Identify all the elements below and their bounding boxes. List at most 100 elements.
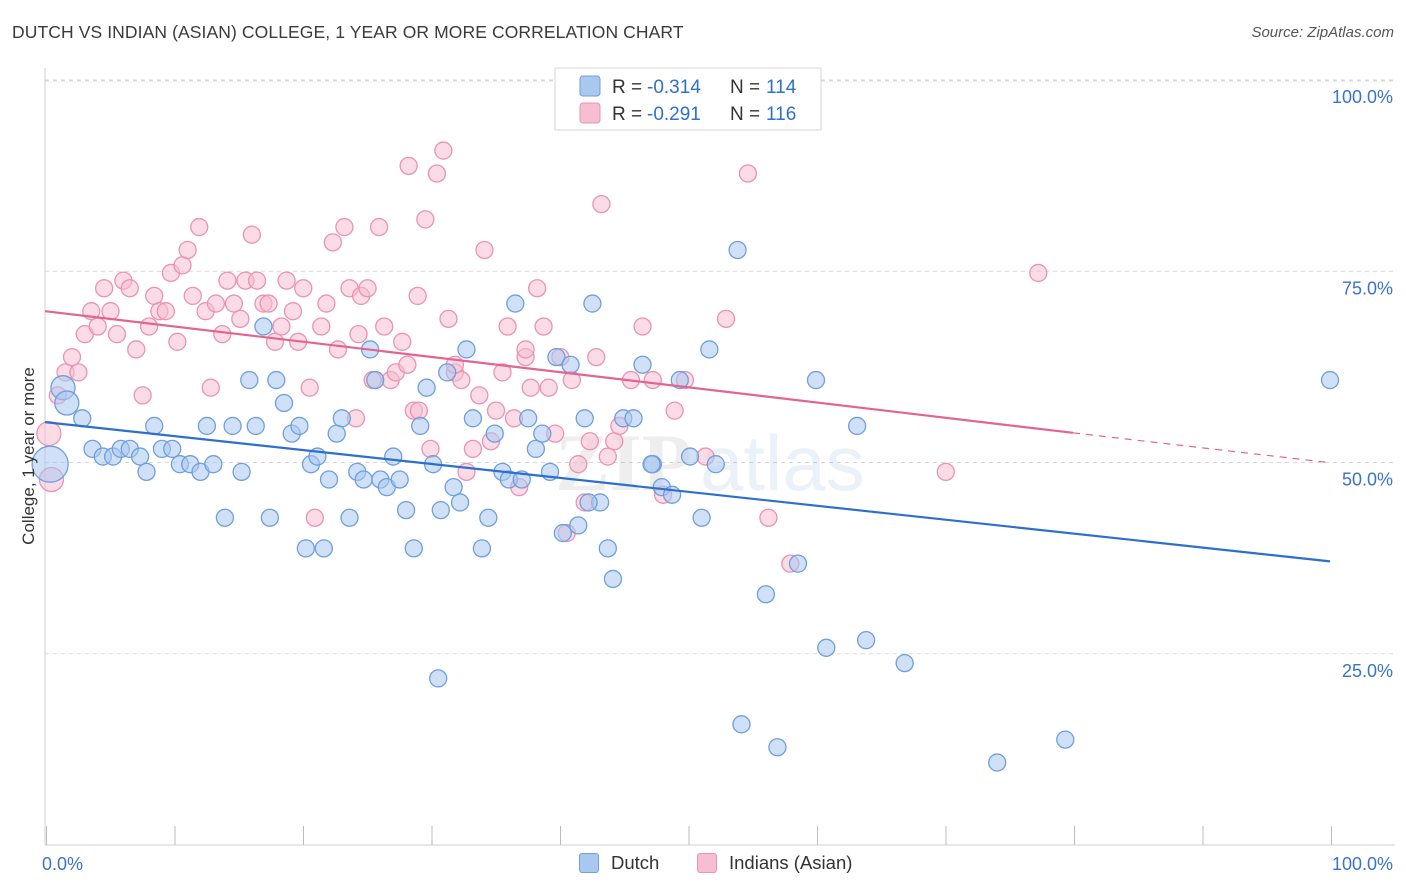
dutch-point xyxy=(438,363,457,382)
legend-item-dutch[interactable]: Dutch xyxy=(579,852,659,874)
indian-point xyxy=(283,302,303,321)
dutch-point xyxy=(204,455,223,474)
indian-point xyxy=(759,508,778,527)
indian-point xyxy=(452,370,471,390)
dutch-point xyxy=(54,390,80,416)
dutch-point xyxy=(354,470,373,489)
indian-point xyxy=(201,378,220,397)
indian-point xyxy=(587,347,606,367)
dutch-point xyxy=(223,416,242,436)
source-label: Source: ZipAtlas.com xyxy=(1251,24,1394,41)
dutch-point xyxy=(895,653,914,673)
dutch-point xyxy=(856,631,876,650)
dutch-point xyxy=(31,445,69,483)
dutch-point xyxy=(240,370,259,390)
legend-indian-r-label: R = xyxy=(612,104,642,125)
grid-lines xyxy=(45,79,1395,655)
series-dutch-points xyxy=(31,240,1340,772)
x-tick-label: 100.0% xyxy=(1332,854,1393,874)
indian-point xyxy=(375,317,394,336)
legend-dutch-r-label: R = xyxy=(612,77,642,98)
dutch-point xyxy=(340,508,359,527)
indian-point xyxy=(358,279,377,298)
indian-point xyxy=(206,294,226,313)
indian-point xyxy=(643,370,662,390)
dutch-point xyxy=(526,439,546,459)
indian-point xyxy=(409,401,429,420)
dutch-point xyxy=(624,409,643,428)
indian-point xyxy=(475,240,494,260)
dutch-point xyxy=(411,416,430,436)
indian-point xyxy=(716,309,736,329)
indian-point xyxy=(300,378,319,397)
dutch-point xyxy=(145,416,164,436)
legend-indian-swatch-bottom xyxy=(697,853,717,873)
dutch-point xyxy=(706,455,725,474)
dutch-point xyxy=(642,455,661,474)
dutch-point xyxy=(332,409,351,428)
indian-trend-line xyxy=(44,310,1074,434)
series-indian-points xyxy=(36,141,1048,573)
dutch-point xyxy=(314,539,333,558)
dutch-point xyxy=(561,355,580,374)
dutch-point xyxy=(463,409,483,428)
legend-indian-n-value: 116 xyxy=(766,104,796,125)
indian-point xyxy=(305,508,325,527)
indian-point xyxy=(498,317,517,336)
dutch-point xyxy=(73,409,92,428)
indian-point xyxy=(323,233,342,252)
dutch-point xyxy=(254,317,273,336)
indian-point xyxy=(434,141,453,160)
indian-point xyxy=(120,279,139,298)
indian-point xyxy=(272,317,291,336)
indian-point xyxy=(539,378,558,397)
indian-point xyxy=(738,164,758,183)
indian-point xyxy=(36,420,62,447)
dutch-point xyxy=(988,753,1007,772)
dutch-point xyxy=(396,500,416,520)
legend-dutch-n-value: 114 xyxy=(766,77,797,98)
indian-point xyxy=(213,324,232,344)
indian-point xyxy=(393,332,412,351)
legend-dutch-swatch-bottom xyxy=(579,853,599,873)
indian-point xyxy=(665,401,684,420)
legend-indian-swatch xyxy=(579,102,601,124)
indian-point xyxy=(173,256,192,275)
indian-point xyxy=(317,294,336,313)
dutch-point xyxy=(806,370,826,390)
dutch-point xyxy=(384,447,403,466)
dutch-point xyxy=(569,516,588,535)
chart-title: DUTCH VS INDIAN (ASIAN) COLLEGE, 1 YEAR … xyxy=(12,22,684,42)
dutch-point xyxy=(260,508,280,527)
indian-point xyxy=(633,317,652,336)
trend-lines xyxy=(44,310,1331,563)
indian-point xyxy=(312,317,331,336)
legend-item-indian[interactable]: Indians (Asian) xyxy=(697,852,852,874)
indian-point xyxy=(277,271,296,290)
indian-point xyxy=(399,156,418,176)
y-tick-label: 100.0% xyxy=(1332,87,1393,107)
indian-point xyxy=(421,439,440,459)
dutch-point xyxy=(533,424,552,443)
indian-point xyxy=(231,309,250,329)
dutch-point xyxy=(633,355,652,374)
dutch-point xyxy=(366,370,385,390)
indian-point xyxy=(580,432,599,451)
dutch-point xyxy=(680,447,700,466)
indian-point xyxy=(94,279,114,298)
legend-bottom: Dutch Indians (Asian) xyxy=(0,852,1406,878)
indian-point xyxy=(439,309,458,329)
indian-point xyxy=(416,210,435,229)
indian-point xyxy=(493,363,512,382)
dutch-point xyxy=(817,638,836,657)
y-tick-label: 50.0% xyxy=(1342,470,1393,490)
dutch-point xyxy=(1320,370,1340,390)
dutch-point xyxy=(215,508,235,527)
indian-point xyxy=(516,340,535,359)
indian-point xyxy=(463,439,483,459)
indian-point xyxy=(218,271,237,290)
dutch-point xyxy=(728,240,747,260)
indian-point xyxy=(457,462,476,482)
dutch-point xyxy=(692,508,711,527)
